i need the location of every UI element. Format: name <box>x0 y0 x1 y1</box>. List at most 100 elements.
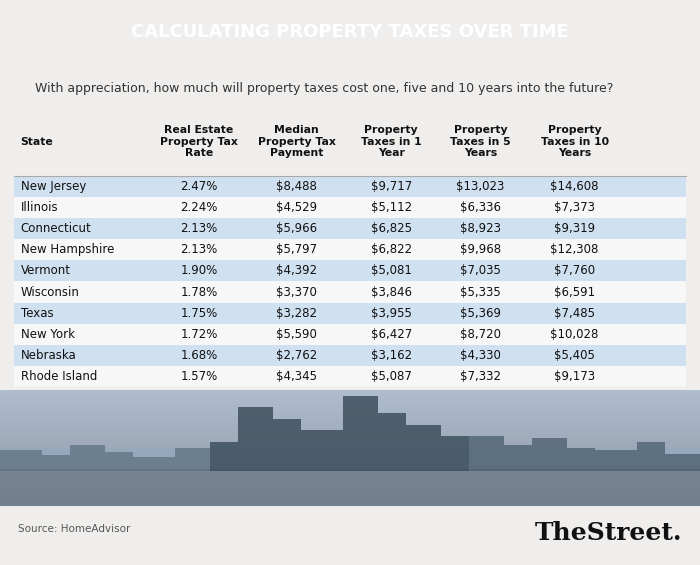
Text: Rhode Island: Rhode Island <box>21 370 97 383</box>
Bar <box>14 281 686 303</box>
Bar <box>301 431 343 471</box>
Bar <box>14 218 686 239</box>
Bar <box>210 442 238 471</box>
Text: New Hampshire: New Hampshire <box>21 244 114 257</box>
Bar <box>637 442 665 471</box>
Text: 2.13%: 2.13% <box>181 244 218 257</box>
Text: $2,762: $2,762 <box>276 349 318 362</box>
Text: $7,373: $7,373 <box>554 201 595 214</box>
Text: New York: New York <box>21 328 75 341</box>
Text: Property
Taxes in 10
Years: Property Taxes in 10 Years <box>540 125 609 158</box>
Bar <box>133 457 175 471</box>
Text: $5,369: $5,369 <box>460 307 500 320</box>
Text: Illinois: Illinois <box>21 201 58 214</box>
Text: Property
Taxes in 5
Years: Property Taxes in 5 Years <box>450 125 511 158</box>
Text: $6,822: $6,822 <box>370 244 412 257</box>
Text: 1.72%: 1.72% <box>181 328 218 341</box>
Text: $3,282: $3,282 <box>276 307 317 320</box>
Text: 1.68%: 1.68% <box>181 349 218 362</box>
Text: Connecticut: Connecticut <box>21 222 92 235</box>
Bar <box>504 445 532 471</box>
Text: Source: HomeAdvisor: Source: HomeAdvisor <box>18 524 130 534</box>
Bar <box>14 239 686 260</box>
Text: $4,330: $4,330 <box>460 349 500 362</box>
Text: $6,336: $6,336 <box>460 201 500 214</box>
Text: $3,162: $3,162 <box>370 349 412 362</box>
Bar <box>14 260 686 281</box>
Text: $13,023: $13,023 <box>456 180 505 193</box>
Bar <box>0 447 700 465</box>
Text: $7,485: $7,485 <box>554 307 595 320</box>
Text: $8,720: $8,720 <box>460 328 500 341</box>
Bar <box>14 303 686 324</box>
Text: Nebraska: Nebraska <box>21 349 76 362</box>
Text: $5,112: $5,112 <box>370 201 412 214</box>
Bar <box>567 447 595 471</box>
Text: $9,717: $9,717 <box>370 180 412 193</box>
Text: $9,319: $9,319 <box>554 222 595 235</box>
Text: State: State <box>21 137 53 146</box>
Text: New Jersey: New Jersey <box>21 180 86 193</box>
Text: $5,797: $5,797 <box>276 244 317 257</box>
Text: $6,427: $6,427 <box>370 328 412 341</box>
Bar <box>441 436 469 471</box>
Text: Real Estate
Property Tax
Rate: Real Estate Property Tax Rate <box>160 125 238 158</box>
Text: $6,825: $6,825 <box>371 222 412 235</box>
Text: $5,405: $5,405 <box>554 349 595 362</box>
Text: $7,332: $7,332 <box>460 370 500 383</box>
Bar <box>175 447 210 471</box>
Text: $7,760: $7,760 <box>554 264 595 277</box>
Bar <box>665 454 700 471</box>
Bar <box>42 455 70 471</box>
Bar <box>105 453 133 471</box>
Text: With appreciation, how much will property taxes cost one, five and 10 years into: With appreciation, how much will propert… <box>35 82 613 95</box>
Text: Texas: Texas <box>21 307 53 320</box>
Text: $7,035: $7,035 <box>460 264 500 277</box>
Bar <box>238 407 273 471</box>
Text: $9,173: $9,173 <box>554 370 595 383</box>
Text: TheStreet.: TheStreet. <box>535 521 682 545</box>
Bar <box>469 436 504 471</box>
Text: 1.57%: 1.57% <box>181 370 218 383</box>
Text: 1.75%: 1.75% <box>181 307 218 320</box>
Bar <box>0 468 700 506</box>
Text: Vermont: Vermont <box>21 264 71 277</box>
Text: $4,392: $4,392 <box>276 264 317 277</box>
Bar <box>14 324 686 345</box>
Text: CALCULATING PROPERTY TAXES OVER TIME: CALCULATING PROPERTY TAXES OVER TIME <box>131 24 569 41</box>
Bar <box>595 450 637 471</box>
Text: $5,590: $5,590 <box>276 328 317 341</box>
Text: $5,966: $5,966 <box>276 222 317 235</box>
Text: $6,591: $6,591 <box>554 285 595 298</box>
Text: 1.90%: 1.90% <box>181 264 218 277</box>
Text: $3,846: $3,846 <box>371 285 412 298</box>
Text: $10,028: $10,028 <box>550 328 599 341</box>
Text: 2.24%: 2.24% <box>181 201 218 214</box>
Text: $9,968: $9,968 <box>460 244 501 257</box>
Text: 2.47%: 2.47% <box>181 180 218 193</box>
Bar <box>14 366 686 387</box>
Bar <box>0 450 42 471</box>
Bar <box>406 425 441 471</box>
Bar <box>343 396 378 471</box>
Text: $4,529: $4,529 <box>276 201 317 214</box>
Text: Median
Property Tax
Payment: Median Property Tax Payment <box>258 125 336 158</box>
Text: $5,087: $5,087 <box>371 370 412 383</box>
Text: $3,955: $3,955 <box>371 307 412 320</box>
Text: Wisconsin: Wisconsin <box>21 285 80 298</box>
Bar <box>14 345 686 366</box>
Text: Property
Taxes in 1
Year: Property Taxes in 1 Year <box>360 125 421 158</box>
Text: $4,345: $4,345 <box>276 370 317 383</box>
Bar <box>532 438 567 471</box>
Text: $8,488: $8,488 <box>276 180 317 193</box>
Text: $12,308: $12,308 <box>550 244 599 257</box>
Bar <box>378 413 406 471</box>
Text: 1.78%: 1.78% <box>181 285 218 298</box>
Bar <box>14 176 686 197</box>
Text: $14,608: $14,608 <box>550 180 599 193</box>
Text: $3,370: $3,370 <box>276 285 317 298</box>
Bar <box>273 419 301 471</box>
Text: $5,335: $5,335 <box>460 285 500 298</box>
Text: $5,081: $5,081 <box>371 264 412 277</box>
Bar <box>14 197 686 218</box>
